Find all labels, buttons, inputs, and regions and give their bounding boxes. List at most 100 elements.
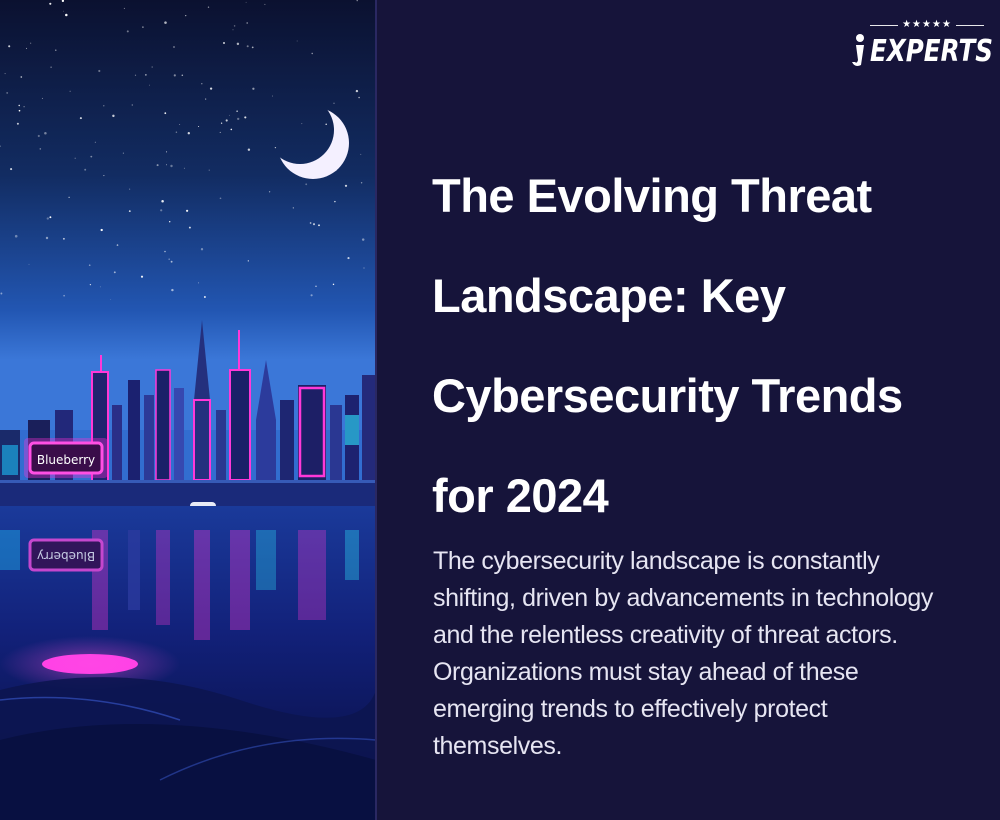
star xyxy=(312,223,316,226)
star xyxy=(28,263,30,265)
star xyxy=(170,260,173,263)
star xyxy=(4,73,6,75)
brand-logo[interactable]: ★★★★★ EXPERTS xyxy=(846,18,993,74)
star xyxy=(355,89,359,93)
star xyxy=(344,184,348,187)
star xyxy=(23,106,25,108)
star xyxy=(361,238,365,241)
star xyxy=(113,271,116,274)
star xyxy=(20,76,23,78)
billboard: Blueberry xyxy=(24,438,108,478)
star xyxy=(208,169,210,171)
star xyxy=(50,66,52,69)
star xyxy=(318,224,320,227)
star xyxy=(145,74,147,76)
city-illustration-svg: Blueberry xyxy=(0,0,376,820)
star xyxy=(207,6,210,8)
star xyxy=(358,96,360,99)
star xyxy=(122,152,124,154)
star xyxy=(45,236,49,240)
star xyxy=(49,216,52,219)
star xyxy=(236,42,240,46)
star xyxy=(198,125,200,128)
star xyxy=(161,199,164,203)
star xyxy=(160,209,163,212)
star xyxy=(225,119,228,122)
star xyxy=(18,104,20,107)
star xyxy=(68,196,70,198)
star xyxy=(129,188,131,190)
star xyxy=(62,10,64,12)
starfield xyxy=(0,0,365,301)
skyline-reflection: Blueberry xyxy=(0,530,359,640)
star xyxy=(126,30,129,33)
star xyxy=(74,157,76,159)
star xyxy=(347,257,350,260)
star xyxy=(247,260,249,262)
star xyxy=(173,46,175,48)
star xyxy=(103,105,105,107)
star xyxy=(360,153,362,155)
star xyxy=(10,168,13,171)
star xyxy=(37,134,40,138)
star xyxy=(203,296,206,298)
brand-name: EXPERTS xyxy=(870,34,993,69)
star xyxy=(187,132,190,135)
star xyxy=(251,46,254,49)
billboard-reflection-text: Blueberry xyxy=(37,549,95,563)
star xyxy=(103,175,105,177)
star xyxy=(100,228,103,232)
star xyxy=(274,146,277,149)
star xyxy=(181,74,184,76)
star xyxy=(110,299,112,301)
rating-stars-icon: ★★★★★ xyxy=(902,19,952,30)
star xyxy=(112,114,115,118)
star xyxy=(356,0,358,2)
star xyxy=(296,40,298,42)
star xyxy=(88,264,91,267)
star xyxy=(0,145,1,148)
star xyxy=(363,267,365,269)
star xyxy=(46,217,49,220)
star xyxy=(151,66,153,68)
star xyxy=(99,286,101,288)
star xyxy=(183,167,185,169)
star xyxy=(169,221,171,223)
star xyxy=(166,164,168,166)
star xyxy=(134,74,137,76)
star xyxy=(230,128,233,131)
star xyxy=(236,110,238,112)
star xyxy=(0,292,3,295)
star xyxy=(247,148,251,151)
star xyxy=(237,117,240,121)
star xyxy=(188,226,191,229)
star xyxy=(156,164,159,167)
star xyxy=(18,109,21,112)
star xyxy=(39,148,42,150)
star xyxy=(315,285,317,287)
star xyxy=(360,182,363,184)
star xyxy=(84,168,87,171)
star xyxy=(16,122,19,125)
star xyxy=(63,294,65,297)
star xyxy=(55,49,57,51)
star xyxy=(232,29,234,31)
star xyxy=(6,91,9,94)
star xyxy=(305,183,308,186)
star xyxy=(268,191,271,193)
star xyxy=(90,155,93,158)
star xyxy=(62,237,65,240)
star xyxy=(175,131,178,133)
star xyxy=(292,207,294,209)
star xyxy=(61,0,65,3)
star xyxy=(220,122,223,124)
star xyxy=(142,26,144,28)
star xyxy=(173,74,176,77)
star xyxy=(123,7,125,9)
star xyxy=(201,82,203,85)
star xyxy=(205,98,207,100)
star xyxy=(164,250,166,253)
star xyxy=(264,3,266,5)
star xyxy=(219,131,221,133)
